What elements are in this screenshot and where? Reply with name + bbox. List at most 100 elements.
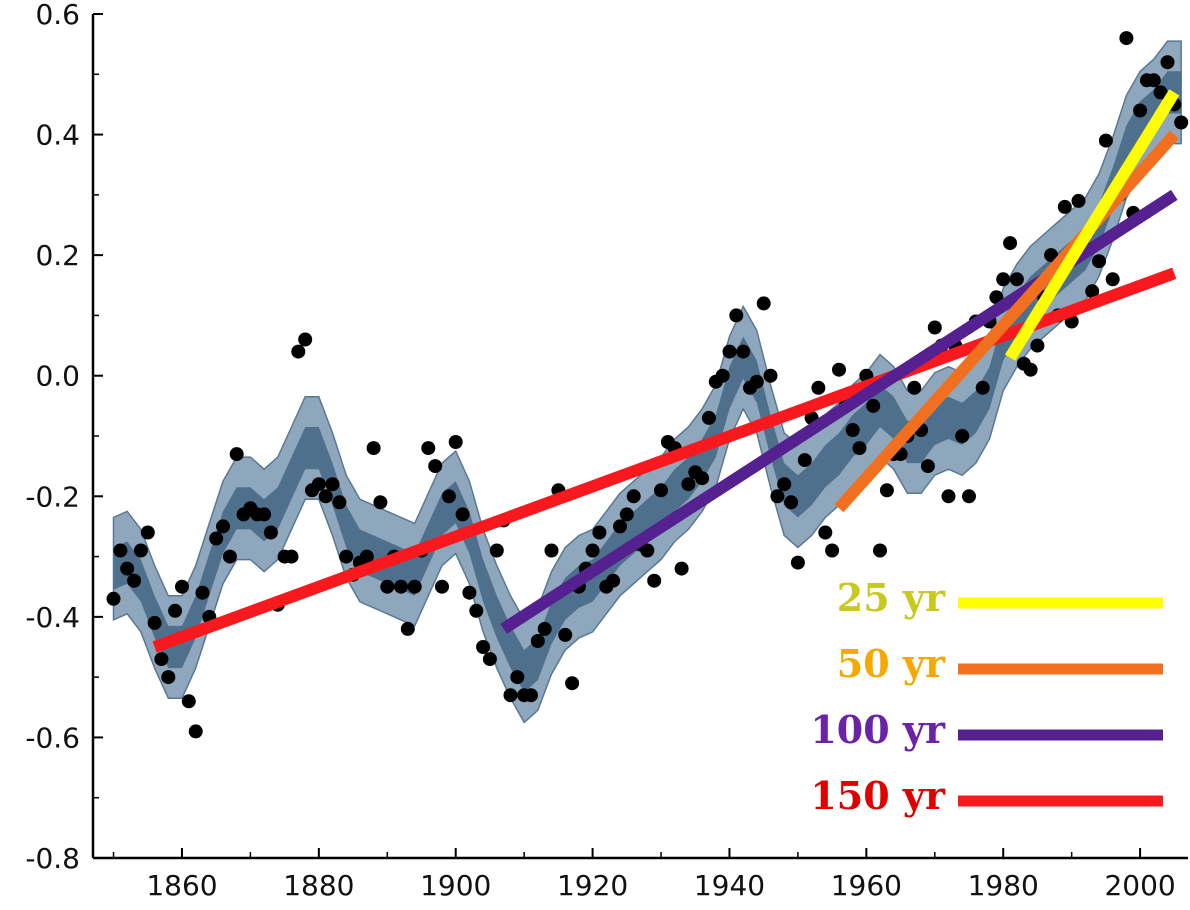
data-point	[790, 555, 805, 570]
data-point	[311, 477, 326, 492]
trend-line-25yr	[1004, 89, 1180, 361]
data-point	[469, 603, 484, 618]
data-point	[284, 549, 299, 564]
data-point	[866, 398, 881, 413]
data-point	[907, 380, 922, 395]
legend-entry-100yr: 100 yr	[810, 707, 1163, 752]
data-point	[558, 627, 573, 642]
data-point	[619, 507, 634, 522]
chart-axes: 0.6 0.4 0.2 0.0 -0.2 -0.4 -0.6 -0.8 1860 1880 1900…	[25, 0, 1188, 902]
data-point	[168, 603, 183, 618]
data-point	[729, 308, 744, 323]
data-point	[996, 272, 1011, 287]
x-tick-label: 1880	[283, 869, 354, 902]
data-point	[435, 579, 449, 594]
x-tick-label: 1860	[146, 869, 217, 902]
data-point	[647, 573, 662, 588]
data-point	[209, 531, 224, 546]
data-point	[1003, 236, 1018, 251]
data-point	[325, 477, 340, 492]
data-point	[530, 634, 545, 648]
data-point	[407, 579, 422, 594]
data-point	[1092, 254, 1106, 269]
data-point	[222, 549, 237, 564]
data-point	[701, 410, 716, 425]
data-point	[380, 579, 395, 594]
data-point	[161, 670, 176, 685]
data-point	[462, 585, 477, 600]
data-point	[1098, 133, 1113, 148]
data-point	[394, 579, 408, 594]
legend-entry-25yr: 25 yr	[837, 575, 1163, 620]
data-point	[482, 652, 497, 667]
data-point	[1057, 199, 1072, 214]
data-point	[626, 489, 641, 504]
data-point	[654, 483, 668, 498]
y-tick-label: -0.2	[25, 480, 80, 513]
data-point	[962, 489, 976, 504]
data-point	[106, 591, 121, 606]
data-point	[1030, 338, 1045, 353]
data-point	[955, 429, 970, 443]
data-point	[606, 573, 621, 588]
data-point	[873, 543, 887, 558]
data-point	[332, 495, 347, 510]
data-point	[154, 652, 169, 667]
data-point	[476, 640, 491, 654]
data-point	[175, 579, 189, 594]
data-point	[565, 676, 580, 691]
trend-line-150yr	[152, 267, 1177, 653]
data-point	[188, 724, 203, 739]
data-point	[1174, 115, 1189, 130]
data-point	[975, 380, 990, 395]
data-point	[825, 543, 840, 558]
data-point	[257, 507, 272, 522]
data-point	[756, 296, 771, 311]
data-point	[524, 688, 538, 703]
data-point	[216, 519, 230, 534]
data-point	[1160, 55, 1175, 70]
data-point	[715, 368, 730, 383]
data-point	[1105, 272, 1120, 287]
legend-label-25yr: 25 yr	[837, 575, 946, 620]
data-point	[298, 332, 313, 347]
data-point	[448, 435, 463, 449]
data-point	[489, 543, 504, 558]
data-point	[749, 374, 764, 389]
data-point	[1146, 73, 1161, 88]
data-point	[763, 368, 778, 383]
data-point	[421, 441, 436, 456]
legend-label-50yr: 50 yr	[837, 641, 946, 686]
y-tick-label: 0.2	[35, 239, 80, 272]
data-point	[1119, 31, 1134, 46]
trend-line-50yr	[834, 130, 1179, 513]
data-point	[113, 543, 128, 558]
data-point	[400, 621, 415, 636]
data-point	[674, 561, 689, 576]
data-point	[777, 477, 792, 492]
legend-label-100yr: 100 yr	[810, 707, 946, 752]
data-point	[127, 573, 142, 588]
legend: 25 yr 50 yr 100 yr 150 yr	[810, 575, 1163, 818]
data-point	[359, 549, 374, 564]
trend-lines	[152, 89, 1180, 653]
data-point	[1044, 248, 1059, 263]
data-point	[941, 489, 956, 504]
annual-data-points	[106, 31, 1189, 739]
legend-entry-150yr: 150 yr	[810, 773, 1163, 818]
data-point	[510, 670, 525, 685]
data-point	[920, 459, 935, 474]
data-point	[1133, 103, 1148, 118]
data-point	[770, 489, 785, 504]
data-point	[927, 320, 942, 335]
data-point	[140, 525, 155, 540]
data-point	[229, 447, 244, 462]
y-tick-label: -0.8	[25, 842, 80, 875]
data-point	[1153, 85, 1168, 100]
y-tick-label: -0.4	[25, 601, 80, 634]
data-point	[120, 561, 135, 576]
data-point	[1071, 193, 1086, 208]
data-point	[797, 453, 812, 468]
data-point	[1085, 284, 1100, 299]
